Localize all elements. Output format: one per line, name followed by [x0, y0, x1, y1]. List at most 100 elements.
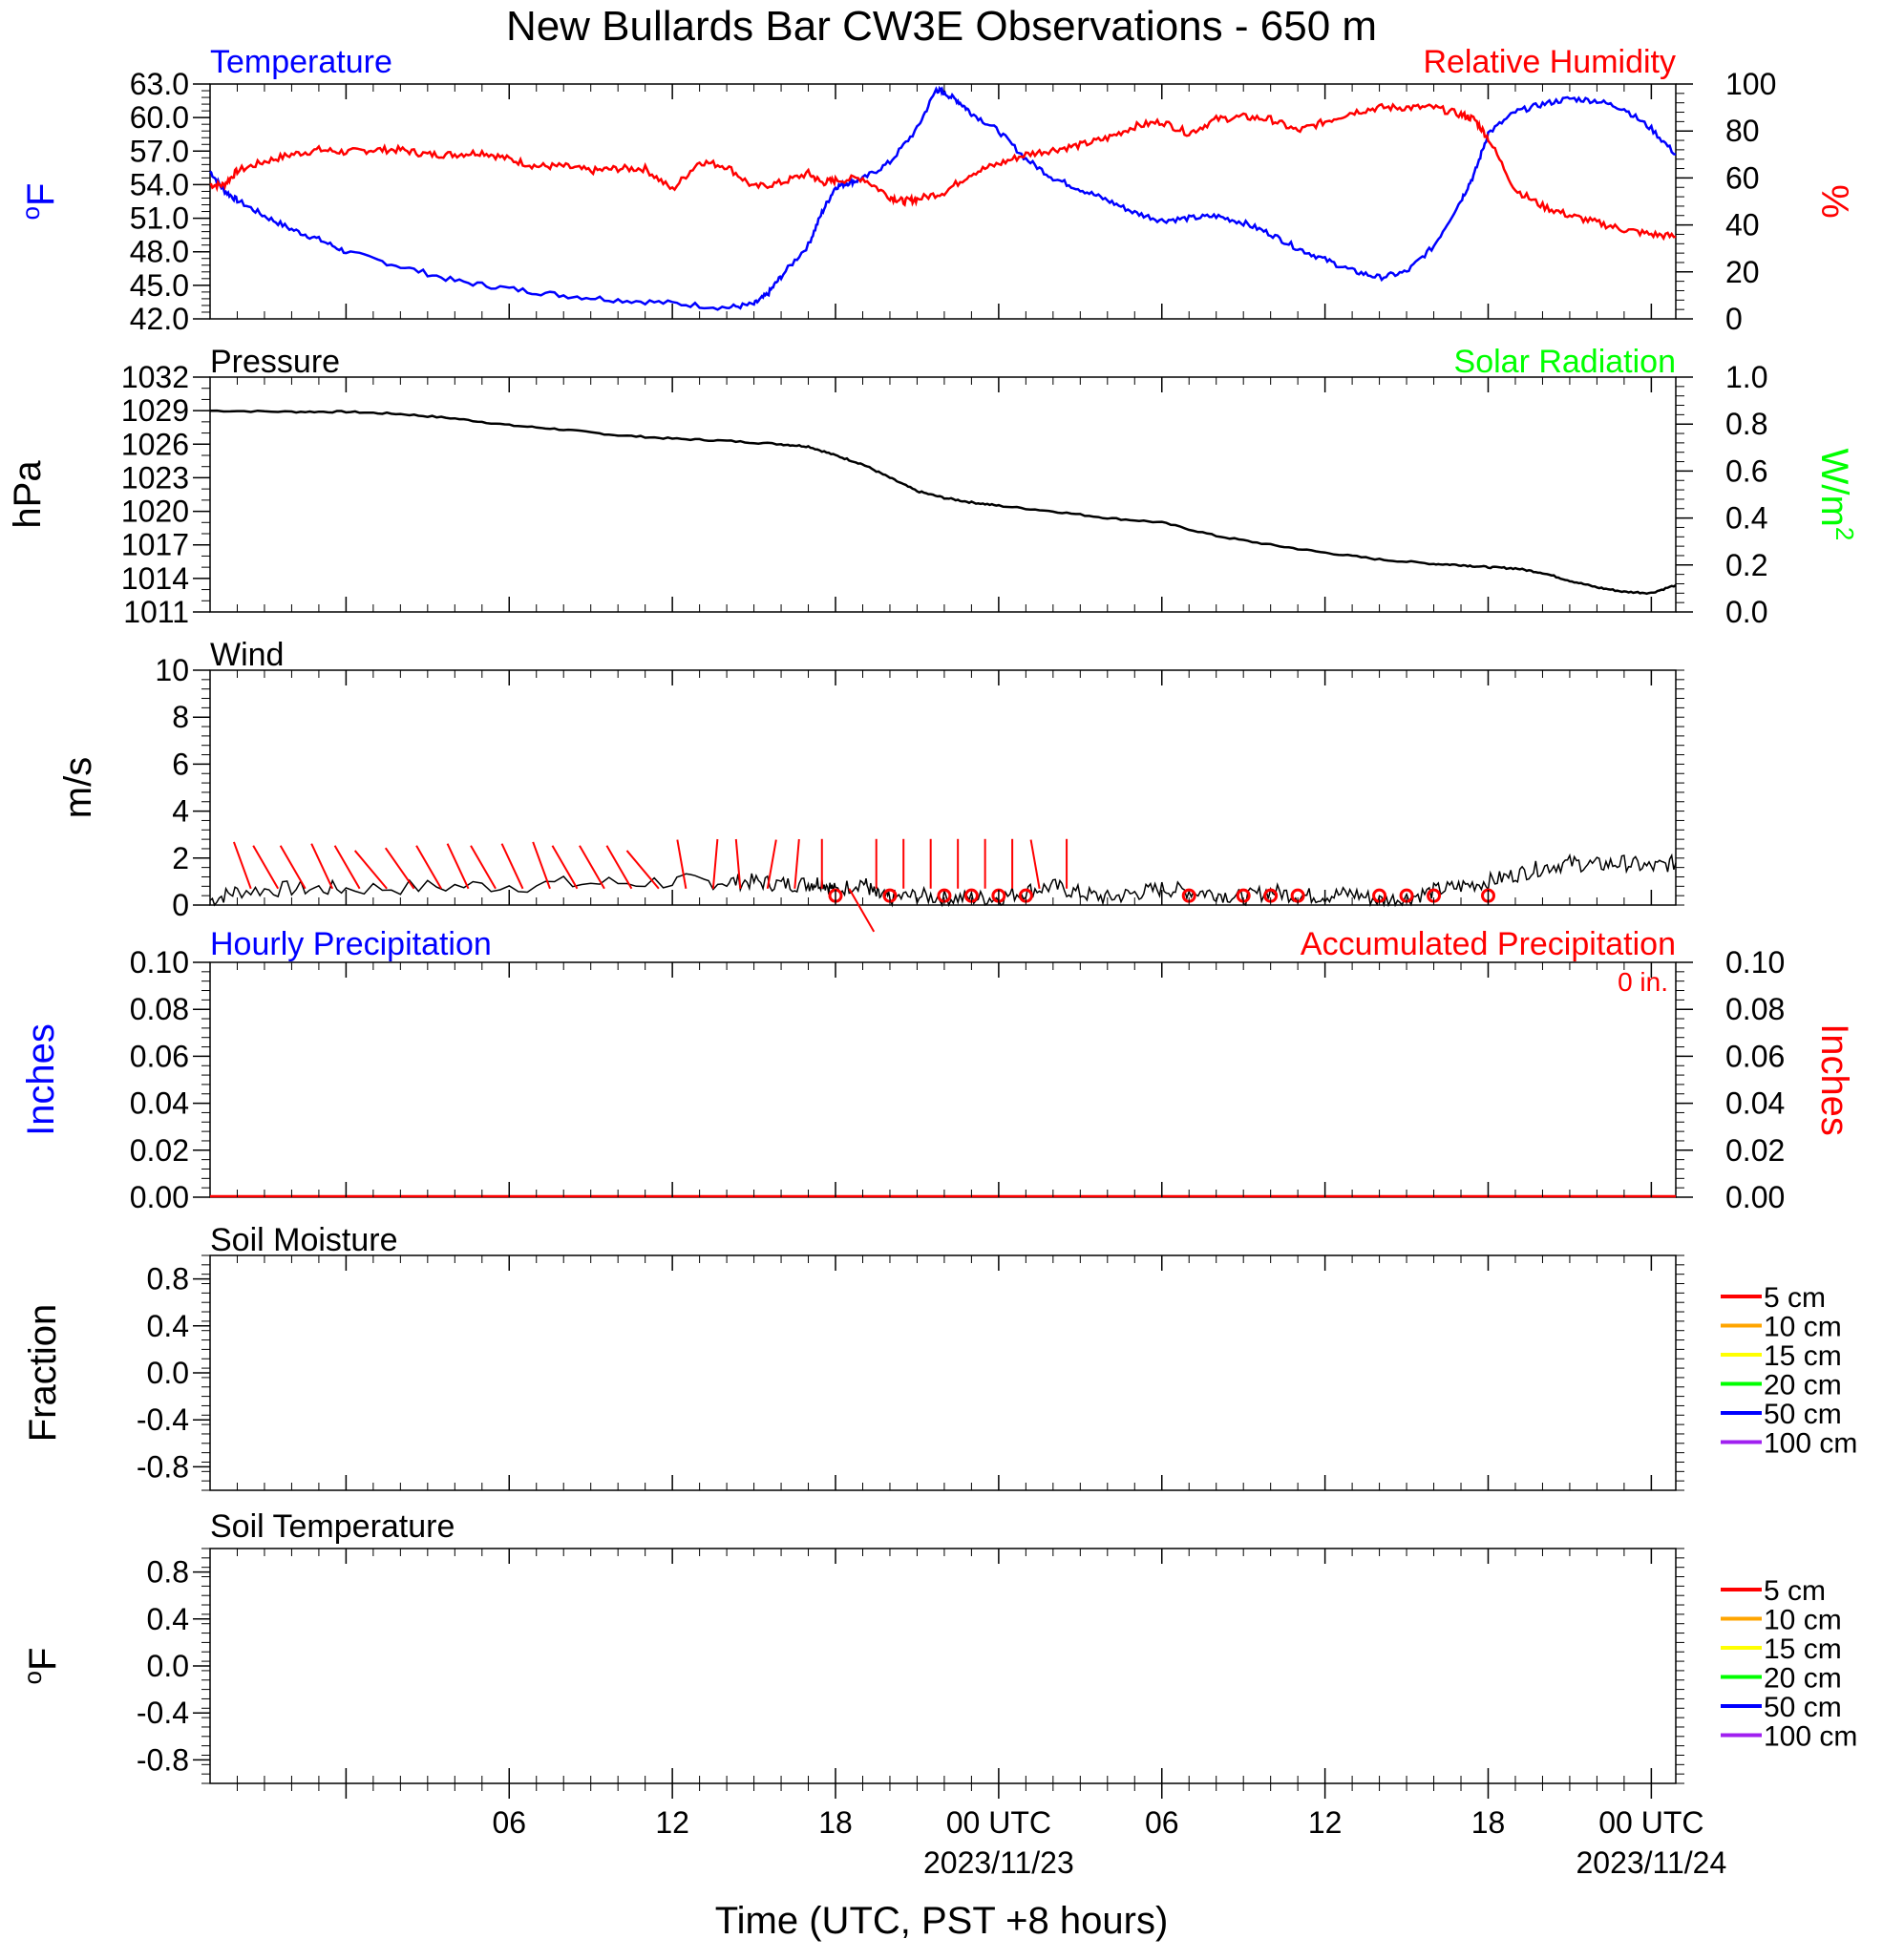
temperature-axis-tick-label: 48.0	[130, 235, 189, 269]
wind-barb	[711, 838, 719, 889]
wind-unit: m/s	[57, 757, 99, 818]
temperature-axis-tick-label: 42.0	[130, 302, 189, 336]
temperature-title: Temperature	[210, 44, 392, 80]
wind-barb	[625, 850, 660, 890]
humidity-axis-tick-label: 60	[1725, 160, 1760, 195]
wind-barb	[384, 847, 415, 890]
humidity-axis-tick-label: 0	[1725, 302, 1743, 336]
accumulated-precip-axis-tick-label: 0.08	[1725, 992, 1785, 1026]
soil-moisture-legend-label: 50 cm	[1764, 1399, 1842, 1430]
x-tick-label: 12	[1308, 1805, 1343, 1840]
soil-temperature-legend-label: 20 cm	[1764, 1663, 1842, 1695]
soil-moisture-legend-label: 20 cm	[1764, 1370, 1842, 1402]
hourly-precip-axis-tick-label: 0.00	[130, 1180, 189, 1214]
soil-temperature-legend-label: 10 cm	[1764, 1605, 1842, 1636]
pressure-axis-tick-label: 1011	[123, 595, 189, 629]
temperature-series-line	[209, 85, 1677, 311]
wind-barb	[470, 845, 497, 890]
pressure-axis-tick-label: 1023	[121, 460, 189, 495]
humidity-axis-tick-label: 80	[1725, 114, 1760, 148]
solar-axis-tick-label: 0.2	[1725, 548, 1767, 582]
accumulated-precip-axis-tick-label: 0.02	[1725, 1133, 1785, 1168]
x-axis-label: Time (UTC, PST +8 hours)	[715, 1900, 1169, 1942]
x-date-label: 2023/11/24	[1576, 1845, 1726, 1880]
accumulated-precip-axis-tick-label: 0.00	[1725, 1180, 1785, 1214]
wind-barb	[605, 845, 633, 890]
temperature-plot-frame	[209, 83, 1677, 320]
wind-barb	[1029, 839, 1041, 889]
hourly-precip-axis-tick-label: 0.06	[130, 1039, 189, 1073]
solar-unit: W/m2	[1813, 449, 1859, 541]
x-tick-label: 00 UTC	[946, 1805, 1051, 1840]
pressure-title: Pressure	[210, 344, 340, 380]
accumulated-precip-unit: Inches	[1813, 1023, 1855, 1136]
wind-barb	[279, 845, 307, 890]
pressure-axis-tick-label: 1029	[121, 393, 189, 428]
solar-axis-tick-label: 1.0	[1725, 360, 1767, 394]
wind-barb	[676, 839, 688, 889]
wind-axis-tick-label: 2	[172, 841, 189, 875]
accumulated-precip-axis-tick-label: 0.04	[1725, 1086, 1785, 1121]
x-tick-label: 18	[1471, 1805, 1506, 1840]
soil-moisture-title: Soil Moisture	[210, 1222, 398, 1258]
temperature-axis-tick-label: 45.0	[130, 268, 189, 303]
soil-temperature-legend-label: 100 cm	[1764, 1721, 1857, 1753]
wind-barb	[415, 845, 442, 890]
wind-plot-frame	[209, 669, 1677, 906]
hourly-precip-axis-tick-label: 0.02	[130, 1133, 189, 1168]
wind-barb	[766, 839, 777, 889]
wind-barb	[333, 845, 361, 890]
solar-axis-tick-label: 0.8	[1725, 407, 1767, 441]
temperature-axis-tick-label: 63.0	[130, 67, 189, 101]
soil-temperature-axis-tick-label: 0.4	[147, 1602, 189, 1636]
hourly-precip-axis-tick-label: 0.04	[130, 1086, 189, 1121]
wind-barb	[500, 843, 524, 890]
soil-temperature-axis-tick-label: 0.0	[147, 1649, 189, 1683]
soil-temperature-legend-label: 50 cm	[1764, 1692, 1842, 1723]
soil-moisture-axis-tick-label: -0.8	[137, 1449, 189, 1484]
wind-axis-tick-label: 4	[172, 794, 189, 829]
pressure-axis-tick-label: 1020	[121, 495, 189, 529]
wind-barb	[551, 845, 579, 890]
temperature-panel: Temperature Relative Humidity oF % 42.04…	[16, 44, 1855, 336]
soil-temperature-axis-tick-label: -0.8	[137, 1742, 189, 1777]
pressure-axis-tick-label: 1017	[121, 528, 189, 562]
hourly-precip-title: Hourly Precipitation	[210, 926, 492, 962]
soil-moisture-plot-frame	[209, 1254, 1677, 1491]
soil-temperature-axis-tick-label: 0.8	[147, 1555, 189, 1590]
accumulated-precip-title: Accumulated Precipitation	[1301, 926, 1676, 962]
soil-temperature-legend-label: 5 cm	[1764, 1575, 1826, 1607]
figure-title: New Bullards Bar CW3E Observations - 650…	[506, 3, 1377, 50]
hourly-precip-axis-tick-label: 0.08	[130, 992, 189, 1026]
temperature-axis-tick-label: 54.0	[130, 167, 189, 201]
precip-plot-frame	[209, 961, 1677, 1198]
x-tick-label: 00 UTC	[1598, 1805, 1703, 1840]
pressure-panel: Pressure Solar Radiation hPa W/m2 101110…	[7, 344, 1859, 629]
soil-moisture-axis-tick-label: 0.4	[147, 1309, 189, 1343]
humidity-axis-tick-label: 20	[1725, 255, 1760, 289]
humidity-title: Relative Humidity	[1423, 44, 1676, 80]
solar-axis-tick-label: 0.6	[1725, 453, 1767, 488]
soil-moisture-legend-label: 15 cm	[1764, 1340, 1842, 1372]
accumulated-precip-total: 0 in.	[1618, 967, 1668, 997]
soil-moisture-axis-tick-label: -0.4	[137, 1402, 189, 1437]
wind-barb	[793, 838, 800, 889]
temperature-axis-tick-label: 51.0	[130, 201, 189, 236]
soil-temperature-unit: oF	[18, 1648, 64, 1685]
accumulated-precip-axis-tick-label: 0.06	[1725, 1039, 1785, 1073]
solar-axis-tick-label: 0.0	[1725, 595, 1767, 629]
pressure-axis-tick-label: 1014	[121, 561, 189, 596]
temperature-axis-tick-label: 60.0	[130, 100, 189, 135]
x-date-label: 2023/11/23	[923, 1845, 1074, 1880]
soil-moisture-axis-tick-label: 0.0	[147, 1356, 189, 1390]
wind-title: Wind	[210, 637, 284, 673]
soil-moisture-panel: Soil Moisture Fraction -0.8 -0.4 0.0 0.4 0.8…	[22, 1222, 1857, 1491]
wind-barb	[252, 845, 280, 890]
humidity-axis-tick-label: 100	[1725, 67, 1776, 101]
pressure-plot-frame	[209, 376, 1677, 613]
precipitation-panel: Hourly Precipitation Accumulated Precipi…	[20, 926, 1855, 1214]
solar-title: Solar Radiation	[1454, 344, 1676, 380]
solar-axis-tick-label: 0.4	[1725, 501, 1767, 536]
pressure-axis-tick-label: 1032	[121, 360, 189, 394]
